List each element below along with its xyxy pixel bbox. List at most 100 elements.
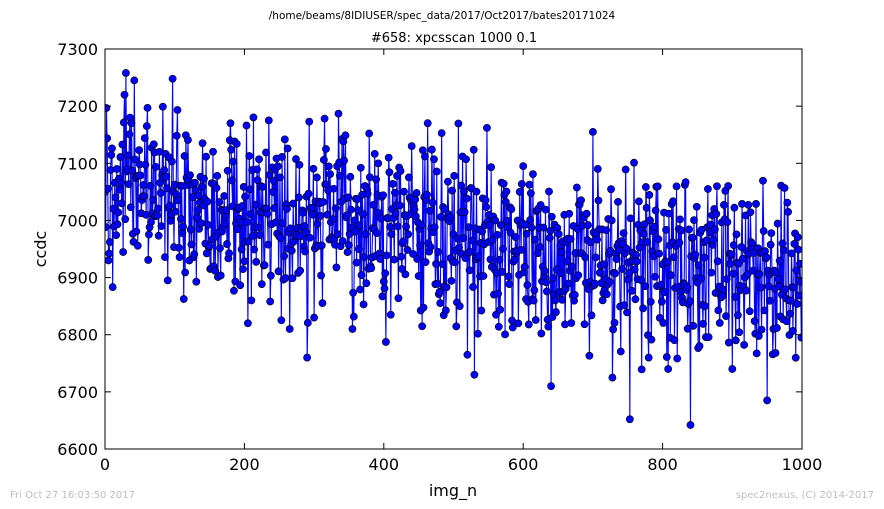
data-point: [685, 297, 694, 305]
data-point: [752, 349, 761, 358]
data-point: [479, 272, 488, 280]
data-point: [689, 321, 698, 330]
data-point: [611, 269, 620, 278]
data-point: [242, 121, 251, 130]
data-point: [454, 119, 463, 128]
data-point: [709, 236, 718, 245]
data-point: [660, 288, 669, 297]
data-point: [248, 231, 257, 240]
data-point: [124, 151, 132, 160]
data-point: [419, 303, 428, 312]
data-point: [793, 233, 802, 241]
data-point: [686, 421, 695, 429]
data-point: [404, 173, 413, 182]
data-point: [688, 233, 697, 242]
data-point: [399, 237, 408, 246]
data-point: [216, 244, 224, 253]
data-point: [789, 283, 798, 292]
data-point: [783, 198, 792, 207]
data-point: [570, 291, 579, 299]
data-point: [222, 206, 231, 215]
data-point: [567, 319, 576, 327]
data-point: [202, 152, 210, 161]
data-point: [132, 227, 141, 236]
data-point: [266, 271, 275, 280]
data-point: [726, 259, 735, 268]
data-point: [704, 333, 713, 342]
data-point: [766, 240, 775, 249]
data-point: [197, 219, 206, 228]
data-point: [574, 271, 583, 280]
data-point: [121, 215, 130, 224]
footer-credit: spec2nexus, (C) 2014-2017: [736, 490, 874, 501]
data-point: [622, 244, 631, 253]
data-point: [482, 203, 491, 211]
data-point: [278, 153, 286, 161]
data-point: [243, 218, 252, 227]
data-point: [273, 162, 282, 171]
data-point: [135, 146, 144, 155]
data-point: [499, 244, 507, 253]
data-point: [766, 296, 774, 305]
data-point: [158, 102, 167, 111]
data-point: [390, 255, 399, 264]
data-point: [639, 304, 647, 313]
data-point: [738, 254, 747, 263]
data-point: [140, 192, 148, 201]
data-point: [401, 270, 410, 279]
data-point: [589, 127, 597, 136]
data-point: [546, 226, 555, 235]
data-point: [350, 216, 359, 225]
data-point: [386, 310, 395, 319]
y-tick-label: 7100: [57, 154, 98, 173]
data-point: [118, 140, 127, 149]
data-point: [352, 258, 361, 267]
data-point: [379, 277, 388, 286]
data-point: [398, 265, 406, 273]
data-point: [257, 280, 266, 289]
data-point: [342, 211, 351, 220]
data-point: [744, 200, 753, 209]
data-point: [266, 297, 275, 306]
data-point: [378, 292, 387, 301]
data-point: [433, 279, 442, 288]
data-point: [351, 227, 360, 236]
data-point: [276, 173, 284, 182]
data-point: [469, 145, 478, 154]
data-point: [580, 320, 589, 329]
data-point: [460, 187, 468, 196]
data-point: [566, 235, 575, 243]
data-point: [108, 283, 117, 291]
data-point: [269, 176, 278, 185]
data-point: [175, 253, 184, 262]
data-point: [488, 235, 497, 244]
data-point: [630, 265, 639, 274]
data-point: [642, 203, 651, 212]
data-point: [430, 155, 438, 164]
data-point: [154, 231, 163, 240]
data-point: [791, 353, 800, 362]
data-point: [591, 253, 600, 262]
data-point: [625, 415, 634, 424]
data-point: [450, 171, 459, 180]
data-point: [540, 267, 549, 275]
data-point: [246, 210, 255, 219]
data-point: [340, 156, 348, 165]
data-point: [115, 185, 124, 194]
data-point: [607, 185, 615, 194]
data-point: [504, 272, 513, 281]
data-point: [720, 200, 728, 209]
data-point: [113, 220, 122, 229]
data-point: [301, 228, 310, 236]
data-point: [600, 260, 608, 269]
data-point: [730, 203, 739, 212]
data-point: [283, 144, 292, 153]
data-point: [529, 296, 538, 305]
data-point: [292, 155, 300, 163]
tick-labels: 0 200 400 600 800 1000 6600 6700 6800 6900 7000 710…: [57, 40, 822, 474]
data-point: [536, 243, 544, 251]
data-point: [704, 185, 712, 193]
data-point: [294, 193, 303, 202]
data-point: [334, 109, 343, 118]
data-point: [346, 172, 355, 181]
